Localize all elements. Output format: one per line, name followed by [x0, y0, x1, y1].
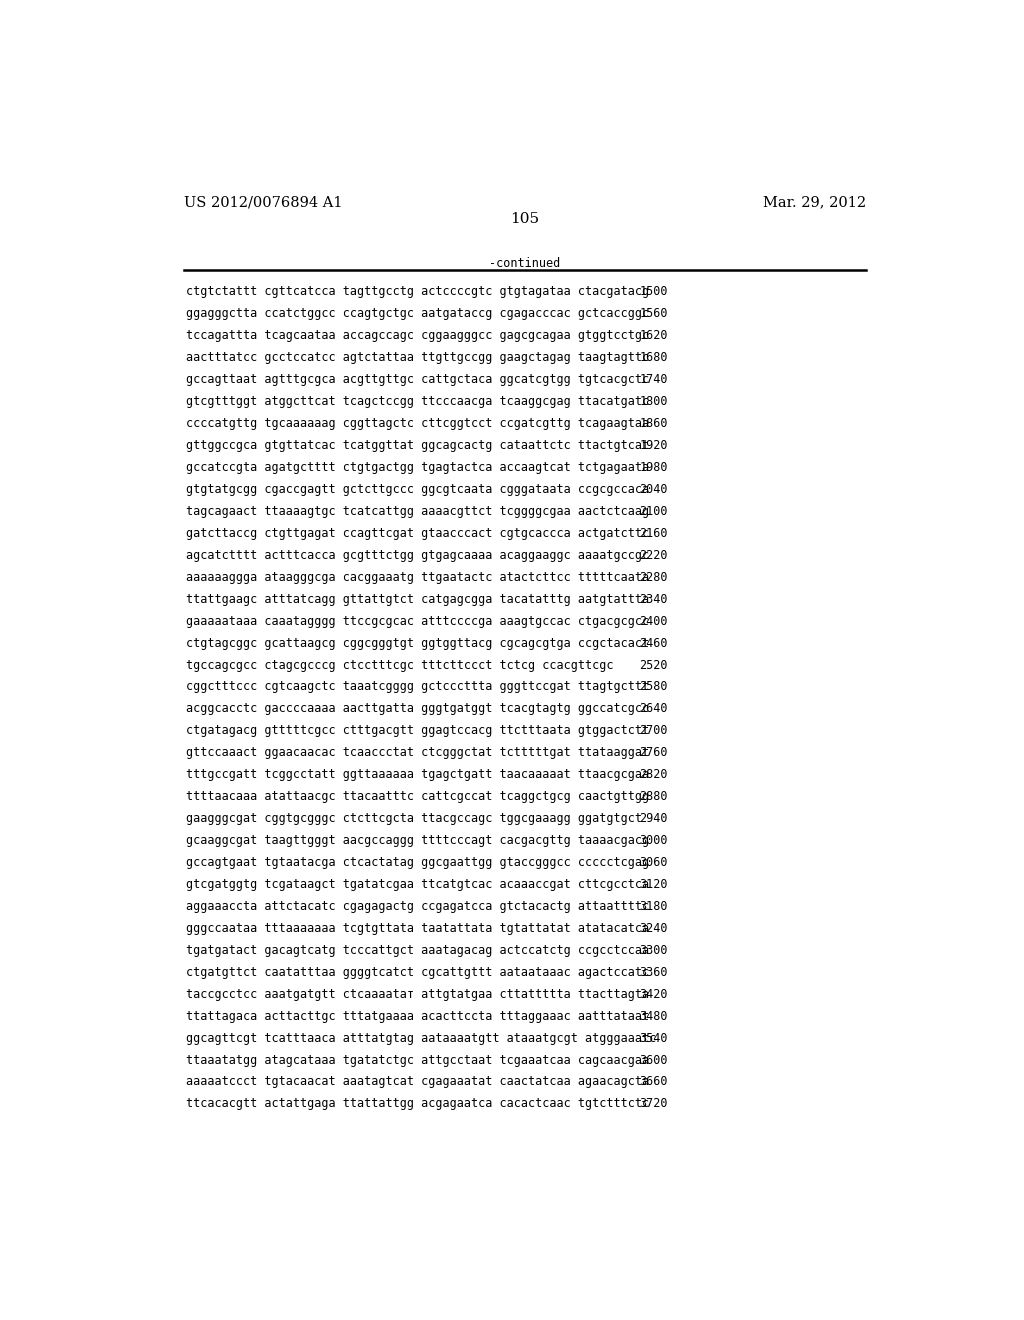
Text: 3000: 3000 [640, 834, 668, 847]
Text: 2880: 2880 [640, 791, 668, 803]
Text: Mar. 29, 2012: Mar. 29, 2012 [763, 195, 866, 210]
Text: gccagtgaat tgtaatacga ctcactatag ggcgaattgg gtaccgggcc ccccctcgag: gccagtgaat tgtaatacga ctcactatag ggcgaat… [186, 857, 649, 869]
Text: 2940: 2940 [640, 812, 668, 825]
Text: tgatgatact gacagtcatg tcccattgct aaatagacag actccatctg ccgcctccaa: tgatgatact gacagtcatg tcccattgct aaataga… [186, 944, 649, 957]
Text: tgccagcgcc ctagcgcccg ctcctttcgc tttcttccct tctcg ccacgttcgc: tgccagcgcc ctagcgcccg ctcctttcgc tttcttc… [186, 659, 613, 672]
Text: 2700: 2700 [640, 725, 668, 738]
Text: ttattgaagc atttatcagg gttattgtct catgagcgga tacatatttg aatgtattta: ttattgaagc atttatcagg gttattgtct catgagc… [186, 593, 649, 606]
Text: 3360: 3360 [640, 966, 668, 978]
Text: aaaaaaggga ataagggcga cacggaaatg ttgaatactc atactcttcc tttttcaata: aaaaaaggga ataagggcga cacggaaatg ttgaata… [186, 570, 649, 583]
Text: gtcgatggtg tcgataagct tgatatcgaa ttcatgtcac acaaaccgat cttcgcctca: gtcgatggtg tcgataagct tgatatcgaa ttcatgt… [186, 878, 649, 891]
Text: 3600: 3600 [640, 1053, 668, 1067]
Text: aaaaatccct tgtacaacat aaatagtcat cgagaaatat caactatcaa agaacagcta: aaaaatccct tgtacaacat aaatagtcat cgagaaa… [186, 1076, 649, 1089]
Text: 3240: 3240 [640, 921, 668, 935]
Text: ccccatgttg tgcaaaaaag cggttagctc cttcggtcct ccgatcgttg tcagaagtaa: ccccatgttg tgcaaaaaag cggttagctc cttcggt… [186, 417, 649, 430]
Text: 2580: 2580 [640, 681, 668, 693]
Text: gtgtatgcgg cgaccgagtt gctcttgccc ggcgtcaata cgggataata ccgcgccaca: gtgtatgcgg cgaccgagtt gctcttgccc ggcgtca… [186, 483, 649, 496]
Text: agcatctttt actttcacca gcgtttctgg gtgagcaaaa acaggaaggc aaaatgccgc: agcatctttt actttcacca gcgtttctgg gtgagca… [186, 549, 649, 562]
Text: gccagttaat agtttgcgca acgttgttgc cattgctaca ggcatcgtgg tgtcacgctc: gccagttaat agtttgcgca acgttgttgc cattgct… [186, 374, 649, 387]
Text: 3120: 3120 [640, 878, 668, 891]
Text: gccatccgta agatgctttt ctgtgactgg tgagtactca accaagtcat tctgagaata: gccatccgta agatgctttt ctgtgactgg tgagtac… [186, 461, 649, 474]
Text: 2160: 2160 [640, 527, 668, 540]
Text: gaaaaataaa caaatagggg ttccgcgcac atttccccga aaagtgccac ctgacgcgcc: gaaaaataaa caaatagggg ttccgcgcac atttccc… [186, 615, 649, 627]
Text: 1860: 1860 [640, 417, 668, 430]
Text: ttattagaca acttacttgc tttatgaaaa acacttccta tttaggaaac aatttataat: ttattagaca acttacttgc tttatgaaaa acacttc… [186, 1010, 649, 1023]
Text: 1620: 1620 [640, 330, 668, 342]
Text: 1920: 1920 [640, 440, 668, 451]
Text: ggcagttcgt tcatttaaca atttatgtag aataaaatgtt ataaatgcgt atgggaaatc: ggcagttcgt tcatttaaca atttatgtag aataaaa… [186, 1032, 656, 1044]
Text: 2100: 2100 [640, 506, 668, 517]
Text: 3300: 3300 [640, 944, 668, 957]
Text: 3720: 3720 [640, 1097, 668, 1110]
Text: 2760: 2760 [640, 746, 668, 759]
Text: gcaaggcgat taagttgggt aacgccaggg ttttcccagt cacgacgttg taaaacgacg: gcaaggcgat taagttgggt aacgccaggg ttttccc… [186, 834, 649, 847]
Text: gttccaaact ggaacaacac tcaaccctat ctcgggctat tctttttgat ttataaggat: gttccaaact ggaacaacac tcaaccctat ctcgggc… [186, 746, 649, 759]
Text: tccagattta tcagcaataa accagccagc cggaagggcc gagcgcagaa gtggtcctgc: tccagattta tcagcaataa accagccagc cggaagg… [186, 330, 649, 342]
Text: 2040: 2040 [640, 483, 668, 496]
Text: US 2012/0076894 A1: US 2012/0076894 A1 [183, 195, 342, 210]
Text: 2400: 2400 [640, 615, 668, 627]
Text: 3060: 3060 [640, 857, 668, 869]
Text: taccgcctcc aaatgatgtt ctcaaaatат attgtatgaa cttattttta ttacttagta: taccgcctcc aaatgatgtt ctcaaaatат attgtat… [186, 987, 649, 1001]
Text: 3540: 3540 [640, 1032, 668, 1044]
Text: cggctttccc cgtcaagctc taaatcgggg gctcccttta gggttccgat ttagtgcttt: cggctttccc cgtcaagctc taaatcgggg gctccct… [186, 681, 649, 693]
Text: ttcacacgtt actattgaga ttattattgg acgagaatca cacactcaac tgtctttctc: ttcacacgtt actattgaga ttattattgg acgagaa… [186, 1097, 649, 1110]
Text: tagcagaact ttaaaagtgc tcatcattgg aaaacgttct tcggggcgaa aactctcaag: tagcagaact ttaaaagtgc tcatcattgg aaaacgt… [186, 506, 649, 517]
Text: ctgtctattt cgttcatcca tagttgcctg actccccgtc gtgtagataa ctacgatacg: ctgtctattt cgttcatcca tagttgcctg actcccc… [186, 285, 649, 298]
Text: 1560: 1560 [640, 308, 668, 321]
Text: 2520: 2520 [640, 659, 668, 672]
Text: 1800: 1800 [640, 395, 668, 408]
Text: gggccaataa tttaaaaaaa tcgtgttata taatattata tgtattatat atatacatca: gggccaataa tttaaaaaaa tcgtgttata taatatt… [186, 921, 649, 935]
Text: ctgatagacg gtttttcgcc ctttgacgtt ggagtccacg ttctttaata gtggactctt: ctgatagacg gtttttcgcc ctttgacgtt ggagtcc… [186, 725, 649, 738]
Text: 2640: 2640 [640, 702, 668, 715]
Text: 2340: 2340 [640, 593, 668, 606]
Text: 3480: 3480 [640, 1010, 668, 1023]
Text: ctgtagcggc gcattaagcg cggcgggtgt ggtggttacg cgcagcgtga ccgctacact: ctgtagcggc gcattaagcg cggcgggtgt ggtggtt… [186, 636, 649, 649]
Text: gatcttaccg ctgttgagat ccagttcgat gtaacccact cgtgcaccca actgatcttc: gatcttaccg ctgttgagat ccagttcgat gtaaccc… [186, 527, 649, 540]
Text: ttaaatatgg atagcataaa tgatatctgc attgcctaat tcgaaatcaa cagcaacgaa: ttaaatatgg atagcataaa tgatatctgc attgcct… [186, 1053, 649, 1067]
Text: acggcacctc gaccccaaaa aacttgatta gggtgatggt tcacgtagtg ggccatcgcc: acggcacctc gaccccaaaa aacttgatta gggtgat… [186, 702, 649, 715]
Text: 1500: 1500 [640, 285, 668, 298]
Text: gttggccgca gtgttatcac tcatggttat ggcagcactg cataattctc ttactgtcat: gttggccgca gtgttatcac tcatggttat ggcagca… [186, 440, 649, 451]
Text: aggaaaccta attctacatc cgagagactg ccgagatcca gtctacactg attaattttc: aggaaaccta attctacatc cgagagactg ccgagat… [186, 900, 649, 913]
Text: gtcgtttggt atggcttcat tcagctccgg ttcccaacga tcaaggcgag ttacatgatc: gtcgtttggt atggcttcat tcagctccgg ttcccaa… [186, 395, 649, 408]
Text: 1740: 1740 [640, 374, 668, 387]
Text: ctgatgttct caatatttaa ggggtcatct cgcattgttt aataataaac agactccatc: ctgatgttct caatatttaa ggggtcatct cgcattg… [186, 966, 649, 978]
Text: ttttaacaaa atattaacgc ttacaatttc cattcgccat tcaggctgcg caactgttgg: ttttaacaaa atattaacgc ttacaatttc cattcgc… [186, 791, 649, 803]
Text: 1980: 1980 [640, 461, 668, 474]
Text: -continued: -continued [489, 257, 560, 271]
Text: 3420: 3420 [640, 987, 668, 1001]
Text: 105: 105 [510, 213, 540, 226]
Text: gaagggcgat cggtgcgggc ctcttcgcta ttacgccagc tggcgaaagg ggatgtgct: gaagggcgat cggtgcgggc ctcttcgcta ttacgcc… [186, 812, 642, 825]
Text: 3180: 3180 [640, 900, 668, 913]
Text: 2280: 2280 [640, 570, 668, 583]
Text: 2220: 2220 [640, 549, 668, 562]
Text: aactttatcc gcctccatcc agtctattaa ttgttgccgg gaagctagag taagtagttc: aactttatcc gcctccatcc agtctattaa ttgttgc… [186, 351, 649, 364]
Text: 2820: 2820 [640, 768, 668, 781]
Text: 3660: 3660 [640, 1076, 668, 1089]
Text: 1680: 1680 [640, 351, 668, 364]
Text: ggagggctta ccatctggcc ccagtgctgc aatgataccg cgagacccac gctcaccggc: ggagggctta ccatctggcc ccagtgctgc aatgata… [186, 308, 649, 321]
Text: tttgccgatt tcggcctatt ggttaaaaaa tgagctgatt taacaaaaat ttaacgcgaa: tttgccgatt tcggcctatt ggttaaaaaa tgagctg… [186, 768, 649, 781]
Text: 2460: 2460 [640, 636, 668, 649]
